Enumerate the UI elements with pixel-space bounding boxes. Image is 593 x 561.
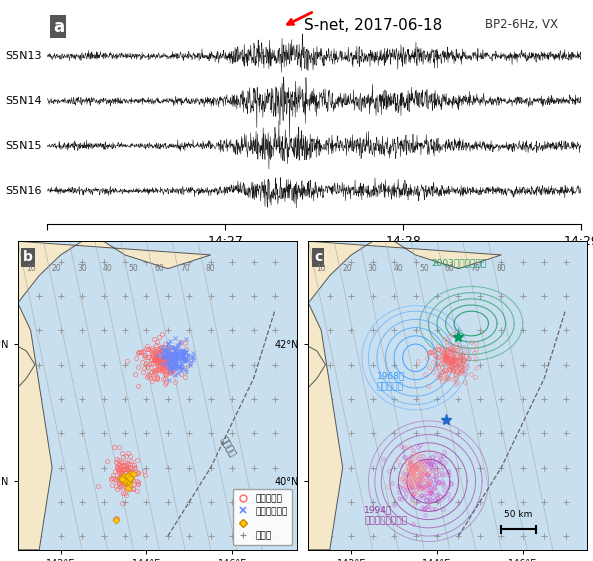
- Text: 30: 30: [368, 264, 378, 273]
- Polygon shape: [304, 344, 326, 392]
- Text: S5N13: S5N13: [5, 51, 42, 61]
- Text: 2003年十勝沖地震: 2003年十勝沖地震: [431, 259, 486, 268]
- Text: 70: 70: [471, 264, 480, 273]
- Text: 80: 80: [206, 264, 216, 273]
- Text: 1994年
三陸はるか沖地震: 1994年 三陸はるか沖地震: [364, 506, 407, 525]
- Text: 10: 10: [26, 264, 36, 273]
- Text: 20: 20: [52, 264, 61, 273]
- Text: 1968年
十勝沖地震: 1968年 十勝沖地震: [377, 371, 406, 391]
- Text: 50: 50: [129, 264, 138, 273]
- Text: 日本海溝: 日本海溝: [219, 435, 237, 458]
- Text: 30: 30: [77, 264, 87, 273]
- Text: S-net, 2017-06-18: S-net, 2017-06-18: [304, 17, 442, 33]
- Text: S5N15: S5N15: [5, 141, 42, 151]
- Text: b: b: [23, 250, 33, 264]
- Text: 50: 50: [419, 264, 429, 273]
- Text: S5N14: S5N14: [5, 96, 42, 106]
- Text: 50 km: 50 km: [504, 510, 533, 519]
- Polygon shape: [308, 241, 501, 550]
- Text: BP2-6Hz, VX: BP2-6Hz, VX: [485, 17, 558, 31]
- Text: 70: 70: [180, 264, 190, 273]
- Text: 20: 20: [342, 264, 352, 273]
- Text: S5N16: S5N16: [5, 186, 42, 196]
- Legend: 低周波微動, 超低周波地震, , 観測点: 低周波微動, 超低周波地震, , 観測点: [232, 489, 292, 545]
- Polygon shape: [18, 241, 211, 550]
- Text: 40: 40: [103, 264, 113, 273]
- Text: 60: 60: [445, 264, 455, 273]
- Polygon shape: [14, 344, 35, 392]
- Text: 60: 60: [154, 264, 164, 273]
- Text: a: a: [53, 17, 64, 35]
- Text: c: c: [314, 250, 322, 264]
- Text: 10: 10: [317, 264, 326, 273]
- Text: 80: 80: [496, 264, 506, 273]
- Text: 40: 40: [394, 264, 403, 273]
